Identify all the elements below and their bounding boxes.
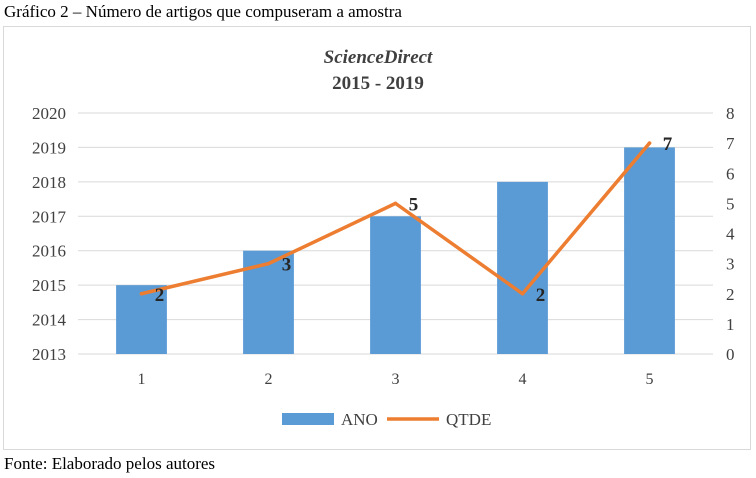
left-tick-label: 2016 (32, 242, 66, 261)
right-tick-label: 1 (726, 315, 735, 334)
chart-svg: ScienceDirect 2015 - 2019 20132014201520… (32, 47, 735, 429)
chart-frame: ScienceDirect 2015 - 2019 2013 2014 2015 20… (3, 26, 751, 450)
x-axis-ticks: 1 2 3 4 5 (138, 371, 654, 388)
x-tick-label: 1 (138, 371, 146, 388)
left-axis-ticks: 2013 2014 2015 2016 2017 2018 2019 2020 (32, 104, 67, 364)
bar (624, 147, 675, 354)
bar (497, 181, 548, 354)
chart-subtitle: 2015 - 2019 (332, 73, 424, 94)
line-series: 2 3 5 2 7 (139, 134, 673, 306)
line-point (393, 201, 398, 206)
figure-caption: Gráfico 2 – Número de artigos que compus… (4, 2, 402, 21)
legend-label-qtde: QTDE (446, 410, 491, 429)
bar (370, 216, 421, 354)
right-tick-label: 3 (726, 255, 735, 274)
right-tick-label: 8 (726, 104, 735, 123)
left-tick-label: 2020 (32, 104, 66, 123)
right-axis-ticks: 0 1 2 3 4 5 6 7 8 (726, 104, 735, 364)
data-label: 2 (536, 285, 546, 306)
right-tick-label: 5 (726, 194, 735, 213)
left-tick-label: 2017 (32, 207, 67, 226)
left-tick-label: 2014 (32, 311, 67, 330)
data-label: 5 (409, 194, 419, 215)
line-point (520, 291, 525, 296)
figure-source: Fonte: Elaborado pelos autores (4, 454, 216, 473)
line-point (647, 141, 652, 145)
chart-title: ScienceDirect (324, 47, 433, 68)
right-tick-label: 4 (726, 225, 735, 244)
left-tick-label: 2019 (32, 138, 66, 157)
bar (116, 285, 167, 354)
right-tick-label: 6 (726, 164, 735, 183)
x-tick-label: 4 (519, 371, 527, 388)
right-tick-label: 0 (726, 345, 735, 364)
legend-swatch-ano (282, 413, 334, 425)
data-label: 2 (155, 285, 165, 306)
data-label: 7 (663, 134, 673, 155)
legend-label-ano: ANO (341, 410, 378, 429)
legend: ANO QTDE (282, 410, 491, 429)
x-tick-label: 2 (265, 371, 273, 388)
left-tick-label: 2015 (32, 276, 66, 295)
left-tick-label: 2013 (32, 345, 66, 364)
x-tick-label: 3 (392, 371, 400, 388)
line-point (139, 291, 144, 296)
line-point (266, 261, 271, 266)
left-tick-label: 2018 (32, 173, 66, 192)
x-tick-label: 5 (646, 371, 654, 388)
data-label: 3 (282, 255, 292, 276)
right-tick-label: 2 (726, 285, 735, 304)
right-tick-label: 7 (726, 134, 735, 153)
